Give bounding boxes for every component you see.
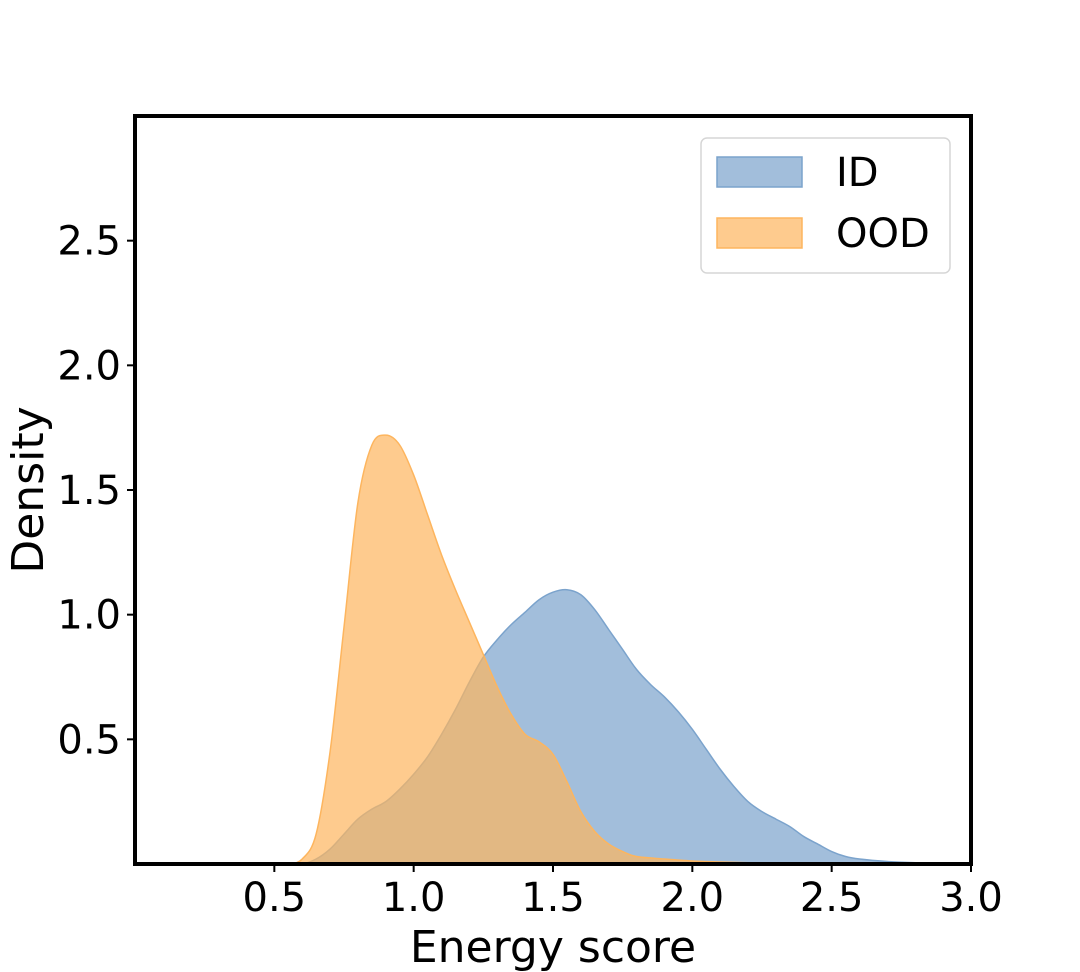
y-tick-label: 2.5: [57, 219, 121, 265]
x-tick-label: 2.5: [800, 875, 864, 921]
legend: ID OOD: [700, 137, 951, 274]
y-tick-label: 1.0: [57, 593, 121, 639]
y-tick-label: 0.5: [57, 717, 121, 763]
x-tick-label: 0.5: [243, 875, 307, 921]
density-area-ood: [274, 434, 860, 865]
y-tick-label: 1.5: [57, 468, 121, 514]
x-tick-label: 1.5: [521, 875, 585, 921]
x-tick-label: 1.0: [382, 875, 446, 921]
legend-label-ood: OOD: [836, 211, 930, 257]
y-axis-title: Density: [3, 406, 54, 573]
legend-swatch-id: [716, 156, 803, 188]
x-tick-label: 3.0: [939, 875, 1003, 921]
density-areas: [274, 434, 972, 865]
x-axis-title: Energy score: [410, 922, 696, 972]
y-axis-ticks: 0.5 1.0 1.5 2.0 2.5: [57, 219, 135, 763]
legend-label-id: ID: [836, 150, 879, 196]
y-tick-label: 2.0: [57, 343, 121, 389]
x-axis-ticks: 0.5 1.0 1.5 2.0 2.5 3.0: [243, 864, 1003, 921]
legend-swatch-ood: [716, 217, 803, 249]
x-tick-label: 2.0: [661, 875, 725, 921]
